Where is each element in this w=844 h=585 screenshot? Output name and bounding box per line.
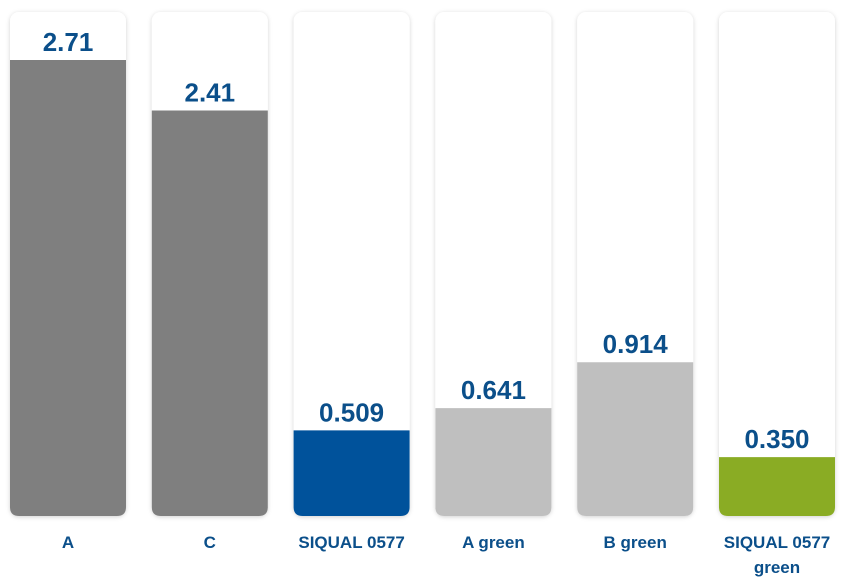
value-labels: 2.71 2.41 0.509 0.641 0.914 0.350 <box>43 27 810 454</box>
bar <box>577 362 694 516</box>
category-label: A <box>62 533 74 552</box>
bars <box>10 60 835 516</box>
bar <box>151 110 268 516</box>
bar-track <box>719 12 835 516</box>
category-label: B green <box>604 533 667 552</box>
bar <box>293 430 410 516</box>
category-label: C <box>204 533 216 552</box>
bar-track <box>293 12 410 516</box>
data-label: 0.509 <box>319 397 384 427</box>
data-label: 0.350 <box>744 424 809 454</box>
bar <box>435 408 552 516</box>
category-label: SIQUAL 0577 <box>298 533 404 552</box>
data-label: 2.41 <box>184 77 235 107</box>
bar <box>719 457 835 516</box>
bar <box>10 60 126 516</box>
data-label: 0.914 <box>603 329 669 359</box>
category-label: A green <box>462 533 525 552</box>
bar-tracks <box>10 12 835 516</box>
data-label: 2.71 <box>43 27 94 57</box>
category-label: SIQUAL 0577 green <box>724 533 830 577</box>
category-labels: A C SIQUAL 0577 A green B green SIQUAL 0577 gr… <box>62 533 830 577</box>
data-label: 0.641 <box>461 375 526 405</box>
bar-track <box>435 12 552 516</box>
